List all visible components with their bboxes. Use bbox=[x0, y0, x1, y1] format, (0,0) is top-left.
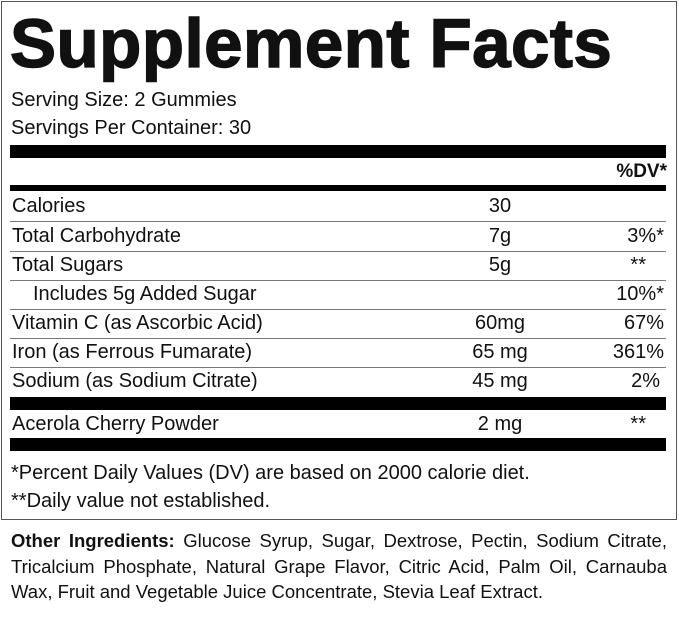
amount: 7g bbox=[488, 225, 512, 247]
other-ingredients-text: Glucose Syrup, Sugar, Dextrose, Pectin, … bbox=[11, 530, 667, 602]
blend-row: Acerola Cherry Powder 2 mg ** bbox=[10, 410, 666, 439]
footnote-dv: *Percent Daily Values (DV) are based on … bbox=[11, 462, 530, 484]
table-row: Sodium (as Sodium Citrate) 45 mg 2% bbox=[10, 367, 666, 396]
amount: 5g bbox=[488, 254, 512, 276]
nutrient-name: Calories bbox=[12, 195, 86, 217]
amount: 65 mg bbox=[472, 341, 528, 363]
other-ingredients: Other Ingredients: Glucose Syrup, Sugar,… bbox=[11, 528, 667, 605]
dv-header: %DV* bbox=[616, 161, 667, 182]
daily-value: 361% bbox=[612, 341, 664, 363]
table-row: Total Sugars 5g ** bbox=[10, 251, 666, 281]
panel-title: Supplement Facts bbox=[9, 4, 613, 83]
daily-value: ** bbox=[630, 254, 646, 276]
nutrient-name: Total Sugars bbox=[12, 254, 124, 276]
nutrient-name: Includes 5g Added Sugar bbox=[33, 283, 257, 305]
thick-divider bbox=[10, 145, 666, 158]
thick-divider bbox=[10, 397, 666, 410]
table-row: Calories 30 bbox=[10, 192, 666, 222]
servings-per-container: Servings Per Container: 30 bbox=[11, 117, 252, 139]
amount: 2 mg bbox=[477, 413, 523, 435]
daily-value: ** bbox=[630, 413, 646, 435]
amount: 45 mg bbox=[472, 370, 528, 392]
table-row: Iron (as Ferrous Fumarate) 65 mg 361% bbox=[10, 338, 666, 368]
medium-divider bbox=[10, 185, 666, 191]
daily-value: 10%* bbox=[616, 283, 664, 305]
ingredient-name: Acerola Cherry Powder bbox=[12, 413, 219, 435]
daily-value: 67% bbox=[623, 312, 664, 334]
thick-divider bbox=[10, 438, 666, 451]
daily-value: 3%* bbox=[627, 225, 664, 247]
amount: 30 bbox=[488, 195, 512, 217]
table-row: Vitamin C (as Ascorbic Acid) 60mg 67% bbox=[10, 309, 666, 339]
nutrient-name: Total Carbohydrate bbox=[12, 225, 181, 247]
other-ingredients-label: Other Ingredients: bbox=[11, 530, 175, 551]
serving-size: Serving Size: 2 Gummies bbox=[11, 89, 237, 111]
nutrient-name: Sodium (as Sodium Citrate) bbox=[12, 370, 258, 392]
amount: 60mg bbox=[474, 312, 526, 334]
supplement-facts-panel bbox=[1, 1, 677, 520]
table-row: Includes 5g Added Sugar 10%* bbox=[10, 280, 666, 310]
daily-value: 2% bbox=[631, 370, 660, 392]
footnote-not-established: **Daily value not established. bbox=[11, 490, 271, 512]
nutrient-name: Vitamin C (as Ascorbic Acid) bbox=[12, 312, 263, 334]
nutrient-name: Iron (as Ferrous Fumarate) bbox=[12, 341, 253, 363]
table-row: Total Carbohydrate 7g 3%* bbox=[10, 222, 666, 252]
